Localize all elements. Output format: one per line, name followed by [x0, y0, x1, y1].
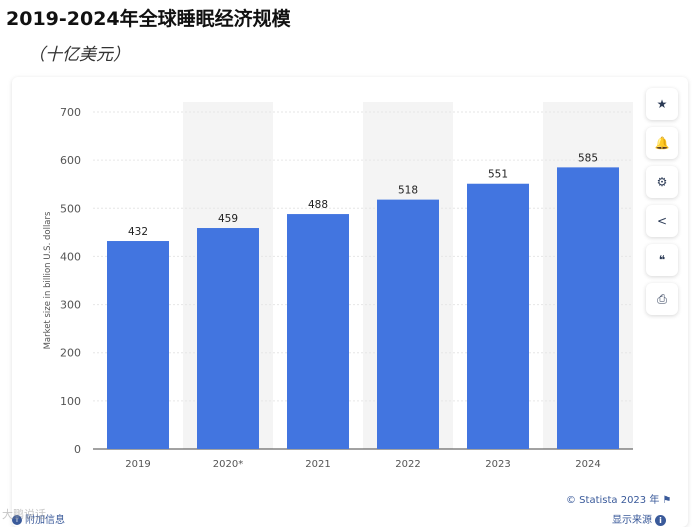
flag-icon[interactable]: ⚑: [662, 495, 672, 506]
cite-button[interactable]: ❝: [646, 244, 678, 276]
y-tick-label: 500: [60, 202, 81, 215]
chart-toolbar: ★ 🔔 ⚙ < ❝ ⎙: [646, 88, 678, 322]
data-label: 488: [308, 199, 328, 211]
bell-icon: 🔔: [654, 136, 670, 150]
data-label: 432: [128, 226, 148, 238]
y-tick-label: 700: [60, 106, 81, 119]
star-icon: ★: [656, 97, 668, 111]
data-label: 459: [218, 213, 238, 225]
data-label: 518: [398, 185, 418, 197]
y-tick-label: 600: [60, 154, 81, 167]
page-subtitle: （十亿美元）: [28, 45, 130, 65]
data-label: 551: [488, 169, 508, 181]
watermark: 大鹏说话: [2, 506, 46, 522]
bar: [197, 228, 259, 449]
x-tick-label: 2019: [125, 459, 150, 470]
share-button[interactable]: <: [646, 205, 678, 237]
x-tick-label: 2021: [305, 459, 330, 470]
bar: [467, 183, 529, 449]
bar-chart: 0 100 200 300 400 500 600 700 Market size in bil…: [43, 102, 633, 470]
x-tick-label: 2023: [485, 459, 510, 470]
favorite-button[interactable]: ★: [646, 88, 678, 120]
share-icon: <: [656, 214, 668, 228]
y-tick-label: 400: [60, 250, 81, 263]
source-credit[interactable]: © Statista 2023 年 ⚑: [566, 491, 671, 506]
x-tick-label: 2024: [575, 459, 600, 470]
y-tick-label: 0: [74, 443, 81, 456]
y-tick-label: 100: [60, 395, 81, 408]
watermark-text: 大鹏说话: [2, 508, 46, 521]
chart-card: 0 100 200 300 400 500 600 700 Market size in bil…: [12, 77, 688, 527]
info-circle-icon: i: [12, 515, 22, 525]
bar: [377, 199, 439, 449]
settings-button[interactable]: ⚙: [646, 166, 678, 198]
y-axis-label: Market size in billion U.S. dollars: [43, 211, 53, 349]
x-tick-label: 2022: [395, 459, 420, 470]
page-title: 2019-2024年全球睡眠经济规模: [6, 8, 291, 30]
x-tick-label: 2020*: [213, 459, 243, 470]
source-credit-text: © Statista 2023 年: [566, 495, 660, 506]
bar: [557, 167, 619, 449]
print-icon: ⎙: [657, 292, 667, 306]
notification-button[interactable]: 🔔: [646, 127, 678, 159]
show-sources-label: 显示来源: [612, 515, 652, 526]
y-tick-label: 200: [60, 347, 81, 360]
quote-icon: ❝: [658, 253, 666, 267]
show-sources-link[interactable]: 显示来源 i: [612, 511, 666, 526]
info-icon: i: [655, 515, 666, 526]
bar: [287, 214, 349, 449]
data-label: 585: [578, 152, 598, 164]
bar: [107, 241, 169, 449]
print-button[interactable]: ⎙: [646, 283, 678, 315]
gear-icon: ⚙: [656, 175, 668, 189]
additional-info-link[interactable]: i 附加信息: [12, 511, 65, 526]
additional-info-label: 附加信息: [25, 515, 65, 526]
y-tick-label: 300: [60, 299, 81, 312]
